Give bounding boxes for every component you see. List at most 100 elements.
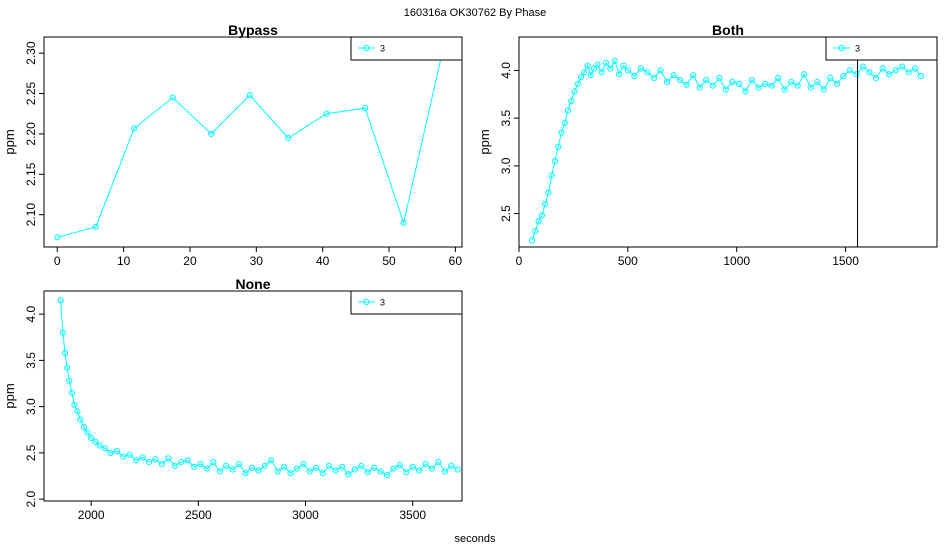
y-tick-label: 4.0 xyxy=(24,305,38,322)
data-point xyxy=(383,472,391,479)
data-point xyxy=(287,470,294,477)
plot-frame-none xyxy=(43,290,463,502)
y-tick-label: 4.0 xyxy=(499,62,513,79)
y-tick-label: 3.5 xyxy=(499,109,513,126)
data-point xyxy=(846,67,854,74)
data-point xyxy=(568,97,575,105)
data-point xyxy=(66,377,73,384)
data-point xyxy=(624,67,632,74)
data-point xyxy=(603,59,610,66)
data-point xyxy=(152,456,159,463)
y-tick-label: 2.15 xyxy=(24,162,38,186)
data-point xyxy=(703,76,710,84)
panel-title-bypass: Bypass xyxy=(228,22,278,38)
y-tick-label: 3.0 xyxy=(24,398,38,415)
data-point xyxy=(435,459,442,466)
data-point xyxy=(683,81,690,88)
data-point xyxy=(729,78,736,86)
data-point xyxy=(422,460,429,468)
panel-title-both: Both xyxy=(712,22,744,38)
data-point xyxy=(620,62,627,69)
x-tick-label: 1500 xyxy=(832,254,859,268)
data-point xyxy=(71,401,78,408)
data-point xyxy=(690,72,697,79)
data-point xyxy=(268,457,275,464)
data-point xyxy=(650,74,658,82)
data-point xyxy=(558,129,565,136)
y-tick-label: 2.20 xyxy=(24,122,38,146)
data-point xyxy=(538,212,546,219)
data-point xyxy=(178,459,185,466)
data-point xyxy=(197,460,204,468)
data-point xyxy=(68,389,76,396)
data-point xyxy=(577,74,585,81)
data-point xyxy=(92,223,99,230)
data-point xyxy=(319,470,326,477)
y-tick-label: 2.0 xyxy=(24,490,38,507)
data-point xyxy=(364,469,371,476)
data-point xyxy=(293,465,300,472)
data-point xyxy=(396,461,403,468)
data-point xyxy=(755,84,762,91)
legend-label: 3 xyxy=(380,44,385,54)
data-point xyxy=(584,62,591,69)
data-point xyxy=(313,464,320,471)
legend-none: 3 xyxy=(350,290,463,315)
y-tick-label: 2.5 xyxy=(499,205,513,222)
data-point xyxy=(102,445,109,452)
data-point xyxy=(113,447,121,455)
y-axis-label-bypass: ppm xyxy=(2,129,17,154)
data-point xyxy=(300,460,307,468)
data-point xyxy=(77,416,84,423)
y-tick-label: 2.5 xyxy=(24,444,38,461)
figure-title: 160316a OK30762 By Phase xyxy=(404,7,547,19)
data-point xyxy=(548,172,555,179)
data-point xyxy=(833,80,841,87)
x-tick-label: 2000 xyxy=(78,508,105,522)
data-point xyxy=(859,63,867,70)
data-point xyxy=(532,227,539,234)
data-point xyxy=(551,158,559,165)
series-line xyxy=(57,53,443,238)
data-point xyxy=(827,74,834,82)
legend-both: 3 xyxy=(825,36,938,61)
y-axis-label-none: ppm xyxy=(2,383,17,408)
data-point xyxy=(631,73,638,80)
data-point xyxy=(768,82,775,89)
data-point xyxy=(872,74,880,82)
data-point xyxy=(61,349,69,357)
data-point xyxy=(351,466,358,473)
data-point xyxy=(64,364,71,371)
data-point xyxy=(581,69,588,76)
data-point xyxy=(644,69,651,76)
data-point xyxy=(191,463,198,470)
data-point xyxy=(88,435,95,442)
data-point xyxy=(428,465,436,472)
data-point xyxy=(761,80,769,87)
legend-label: 3 xyxy=(855,44,860,54)
data-point xyxy=(92,438,99,445)
legend-swatch-marker xyxy=(363,44,370,52)
plot-frame-bypass xyxy=(43,36,463,248)
data-point xyxy=(107,449,114,456)
x-tick-label: 20 xyxy=(183,254,197,268)
x-tick-label: 40 xyxy=(316,254,330,268)
data-point xyxy=(564,107,572,114)
data-point xyxy=(555,143,562,150)
x-tick-label: 3000 xyxy=(292,508,319,522)
data-point xyxy=(775,74,782,82)
data-point xyxy=(905,69,912,76)
data-point xyxy=(80,423,88,431)
data-point xyxy=(794,82,801,89)
data-point xyxy=(131,125,138,132)
data-point xyxy=(594,61,601,68)
data-point xyxy=(120,453,127,460)
data-point xyxy=(657,67,664,74)
y-axis-label-both: ppm xyxy=(477,129,492,154)
data-point xyxy=(616,71,623,78)
data-point xyxy=(912,65,919,72)
data-point xyxy=(807,84,814,91)
data-point xyxy=(448,462,455,469)
data-point xyxy=(255,467,262,474)
